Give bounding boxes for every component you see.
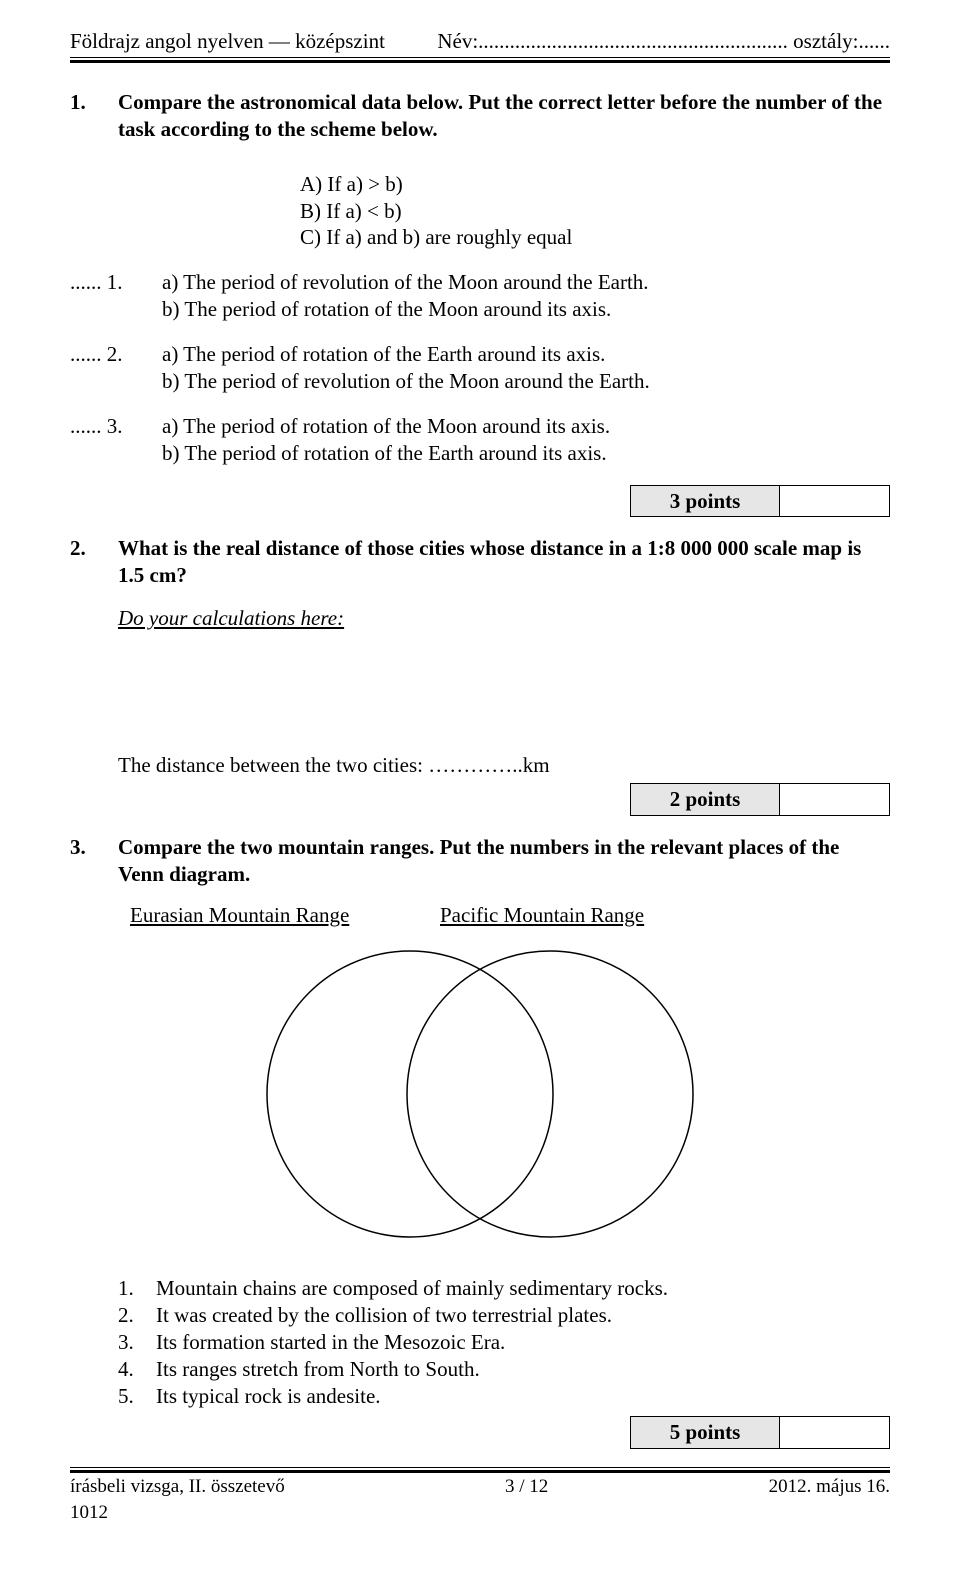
footer-line-1: írásbeli vizsga, II. összetevő 3 / 12 20… — [70, 1473, 890, 1499]
venn-label-pacific: Pacific Mountain Range — [440, 902, 644, 929]
q3-li-3-t: Its formation started in the Mesozoic Er… — [156, 1329, 505, 1356]
q3-li-1-n: 1. — [118, 1275, 156, 1302]
q2-text: What is the real distance of those citie… — [118, 535, 890, 589]
question-1: 1. Compare the astronomical data below. … — [70, 89, 890, 143]
q3-points-label: 5 points — [630, 1416, 780, 1449]
q1-item-3-body: a) The period of rotation of the Moon ar… — [162, 413, 890, 467]
q3-list-item-3: 3. Its formation started in the Mesozoic… — [118, 1329, 890, 1356]
q1-scheme: A) If a) > b) B) If a) < b) C) If a) and… — [300, 171, 890, 252]
page-footer: írásbeli vizsga, II. összetevő 3 / 12 20… — [70, 1467, 890, 1526]
question-3: 3. Compare the two mountain ranges. Put … — [70, 834, 890, 888]
q2-points-label: 2 points — [630, 783, 780, 816]
header-rule-thin — [70, 57, 890, 58]
q1-item-3: ...... 3. a) The period of rotation of t… — [70, 413, 890, 467]
q1-item-2: ...... 2. a) The period of rotation of t… — [70, 341, 890, 395]
q3-list-item-5: 5. Its typical rock is andesite. — [118, 1383, 890, 1410]
question-2: 2. What is the real distance of those ci… — [70, 535, 890, 589]
q2-number: 2. — [70, 535, 118, 589]
q1-number: 1. — [70, 89, 118, 143]
q3-points-box: 5 points — [630, 1416, 890, 1449]
q1-item-3-b: b) The period of rotation of the Earth a… — [162, 440, 890, 467]
q2-calc-space — [70, 632, 890, 752]
venn-label-eurasian: Eurasian Mountain Range — [130, 902, 440, 929]
q3-number: 3. — [70, 834, 118, 888]
q1-item-2-a: a) The period of rotation of the Earth a… — [162, 341, 890, 368]
q3-list: 1. Mountain chains are composed of mainl… — [70, 1275, 890, 1409]
header-subject: Földrajz angol nyelven — középszint — [70, 28, 385, 55]
q1-points-label: 3 points — [630, 485, 780, 518]
q3-list-item-4: 4. Its ranges stretch from North to Sout… — [118, 1356, 890, 1383]
q1-item-2-num: ...... 2. — [70, 341, 162, 395]
q3-li-5-t: Its typical rock is andesite. — [156, 1383, 381, 1410]
q2-points-box: 2 points — [630, 783, 890, 816]
scheme-line-b: B) If a) < b) — [300, 198, 890, 225]
footer-center: 3 / 12 — [505, 1475, 548, 1499]
q1-item-2-body: a) The period of rotation of the Earth a… — [162, 341, 890, 395]
q1-item-1: ...... 1. a) The period of revolution of… — [70, 269, 890, 323]
q1-text: Compare the astronomical data below. Put… — [118, 89, 890, 143]
footer-left: írásbeli vizsga, II. összetevő — [70, 1475, 285, 1499]
q1-item-3-num: ...... 3. — [70, 413, 162, 467]
venn-svg — [220, 934, 740, 1254]
q3-li-4-n: 4. — [118, 1356, 156, 1383]
footer-left2: 1012 — [70, 1501, 108, 1525]
footer-line-2: 1012 — [70, 1499, 890, 1525]
q2-points-row: 2 points — [70, 783, 890, 816]
q3-text: Compare the two mountain ranges. Put the… — [118, 834, 890, 888]
q1-item-1-b: b) The period of rotation of the Moon ar… — [162, 296, 890, 323]
footer-rule-thin — [70, 1467, 890, 1468]
footer-right: 2012. május 16. — [769, 1475, 890, 1499]
q2-points-blank — [780, 783, 890, 816]
venn-diagram — [70, 934, 890, 1261]
q2-answer-line: The distance between the two cities: ………… — [118, 752, 890, 779]
venn-labels: Eurasian Mountain Range Pacific Mountain… — [130, 902, 890, 929]
q3-li-5-n: 5. — [118, 1383, 156, 1410]
q1-points-blank — [780, 485, 890, 518]
q1-item-1-a: a) The period of revolution of the Moon … — [162, 269, 890, 296]
q1-item-2-b: b) The period of revolution of the Moon … — [162, 368, 890, 395]
q1-points-box: 3 points — [630, 485, 890, 518]
q1-item-3-a: a) The period of rotation of the Moon ar… — [162, 413, 890, 440]
scheme-line-a: A) If a) > b) — [300, 171, 890, 198]
scheme-line-c: C) If a) and b) are roughly equal — [300, 224, 890, 251]
q3-list-item-2: 2. It was created by the collision of tw… — [118, 1302, 890, 1329]
q3-li-2-n: 2. — [118, 1302, 156, 1329]
header-name-class: Név:....................................… — [437, 28, 890, 55]
q1-points-row: 3 points — [70, 485, 890, 518]
q3-li-2-t: It was created by the collision of two t… — [156, 1302, 612, 1329]
q2-calc-label: Do your calculations here: — [118, 605, 890, 632]
q1-item-1-body: a) The period of revolution of the Moon … — [162, 269, 890, 323]
header-rule-thick — [70, 60, 890, 63]
page-header: Földrajz angol nyelven — középszint Név:… — [70, 28, 890, 57]
q3-points-blank — [780, 1416, 890, 1449]
q3-li-4-t: Its ranges stretch from North to South. — [156, 1356, 480, 1383]
q3-list-item-1: 1. Mountain chains are composed of mainl… — [118, 1275, 890, 1302]
q3-li-1-t: Mountain chains are composed of mainly s… — [156, 1275, 668, 1302]
q3-li-3-n: 3. — [118, 1329, 156, 1356]
q1-item-1-num: ...... 1. — [70, 269, 162, 323]
q3-points-row: 5 points — [70, 1416, 890, 1449]
